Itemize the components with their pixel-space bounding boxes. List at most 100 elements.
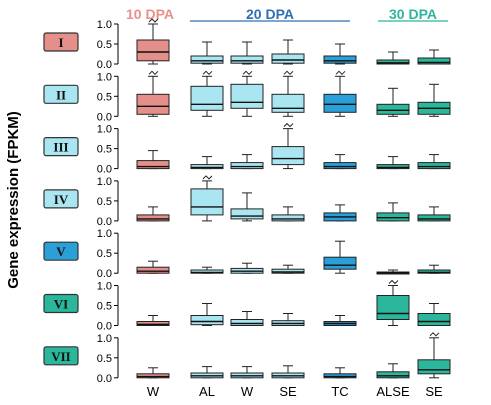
box <box>271 268 305 274</box>
box-plot <box>323 367 357 379</box>
box <box>323 93 357 113</box>
box <box>190 164 224 170</box>
box <box>230 208 264 220</box>
panel: VII 0.0 0.5 1.0 <box>43 332 451 385</box>
outlier-mark <box>202 175 213 180</box>
box-plot <box>417 332 451 379</box>
box <box>190 315 224 326</box>
box-plot <box>136 18 170 65</box>
x-tick-label: W <box>147 384 160 399</box>
box-plot <box>376 269 410 275</box>
box <box>376 59 410 65</box>
box-plot <box>376 202 410 222</box>
box-plot <box>271 70 305 117</box>
y-tick-label: 1.0 <box>97 124 112 136</box>
y-axis-label: Gene expression (FPKM) <box>5 111 22 289</box>
panel: II 0.0 0.5 1.0 <box>43 70 451 123</box>
box-plot <box>323 315 357 326</box>
box <box>323 256 357 270</box>
x-tick-label: TC <box>331 384 348 399</box>
stage-group-label: 20 DPA <box>246 6 294 22</box>
outlier-mark <box>202 70 213 76</box>
y-tick-label: 0.0 <box>97 321 112 333</box>
box-plot <box>323 240 357 274</box>
box-plot <box>190 175 224 222</box>
box-plot <box>417 303 451 326</box>
outlier-mark <box>429 332 440 337</box>
box-plot <box>190 266 224 274</box>
box <box>271 146 305 166</box>
box <box>136 266 170 274</box>
y-tick-label: 0.5 <box>97 91 112 103</box>
outlier-mark <box>335 70 346 76</box>
box-plot <box>271 365 305 379</box>
y-tick-label: 0.0 <box>97 216 112 228</box>
box-plot <box>136 367 170 379</box>
box <box>417 269 451 274</box>
outlier-mark <box>283 70 294 76</box>
panel-label: V <box>56 244 66 259</box>
box-plot <box>271 206 305 222</box>
box <box>271 53 305 64</box>
x-tick-label: AL <box>199 384 215 399</box>
box-plot <box>376 51 410 65</box>
box <box>417 313 451 326</box>
box-plot <box>417 206 451 222</box>
box <box>190 55 224 64</box>
box <box>417 57 451 65</box>
box-plot <box>376 363 410 379</box>
x-tick-label: ALSE <box>376 384 410 399</box>
panel: III 0.0 0.5 1.0 <box>43 122 451 176</box>
box <box>417 162 451 170</box>
box-plot <box>230 192 264 222</box>
box <box>376 164 410 170</box>
box <box>417 359 451 375</box>
box-plot <box>417 83 451 117</box>
y-tick-label: 1.0 <box>97 71 112 83</box>
box <box>230 83 264 109</box>
panel-label-badge <box>43 293 79 314</box>
panel: I 0.0 0.5 1.0 <box>43 18 451 71</box>
box <box>323 55 357 64</box>
panel-label: II <box>56 87 66 102</box>
stage-group-label: 30 DPA <box>389 6 437 22</box>
box-plot <box>230 311 264 326</box>
y-tick-label: 0.5 <box>97 196 112 208</box>
box <box>190 269 224 274</box>
y-tick-label: 1.0 <box>97 19 112 31</box>
panel-label: I <box>58 35 63 50</box>
y-tick-label: 0.5 <box>97 248 112 260</box>
y-tick-label: 1.0 <box>97 281 112 293</box>
y-tick-label: 0.0 <box>97 59 112 71</box>
box-plot <box>323 70 357 117</box>
box <box>190 85 224 111</box>
box-plot <box>136 70 170 117</box>
y-tick-label: 1.0 <box>97 176 112 188</box>
box-plot <box>190 41 224 65</box>
box <box>136 373 170 379</box>
box-plot <box>190 70 224 117</box>
y-tick-label: 0.0 <box>97 373 112 385</box>
box-plot <box>136 206 170 222</box>
stage-groups: 10 DPA 20 DPA 30 DPA <box>126 6 448 22</box>
box <box>190 188 224 216</box>
x-tick-label: SE <box>279 384 297 399</box>
box-plot <box>230 262 264 274</box>
box-plot <box>376 156 410 170</box>
y-tick-label: 0.0 <box>97 268 112 280</box>
box-plot <box>230 154 264 170</box>
box <box>376 212 410 222</box>
stage-group-label: 10 DPA <box>126 6 174 22</box>
box-plot <box>323 204 357 222</box>
panel-label-badge <box>43 241 79 261</box>
outlier-mark <box>148 18 159 23</box>
box <box>271 93 305 113</box>
box-plot <box>323 43 357 65</box>
box-plot <box>376 87 410 117</box>
y-tick-label: 0.5 <box>97 301 112 313</box>
panel: V 0.0 0.5 1.0 <box>43 228 451 280</box>
box-plot <box>230 366 264 379</box>
x-tick-label: W <box>241 384 254 399</box>
outlier-mark <box>148 70 159 76</box>
x-tick-labels: W AL W SE TC ALSE SE <box>147 384 443 399</box>
